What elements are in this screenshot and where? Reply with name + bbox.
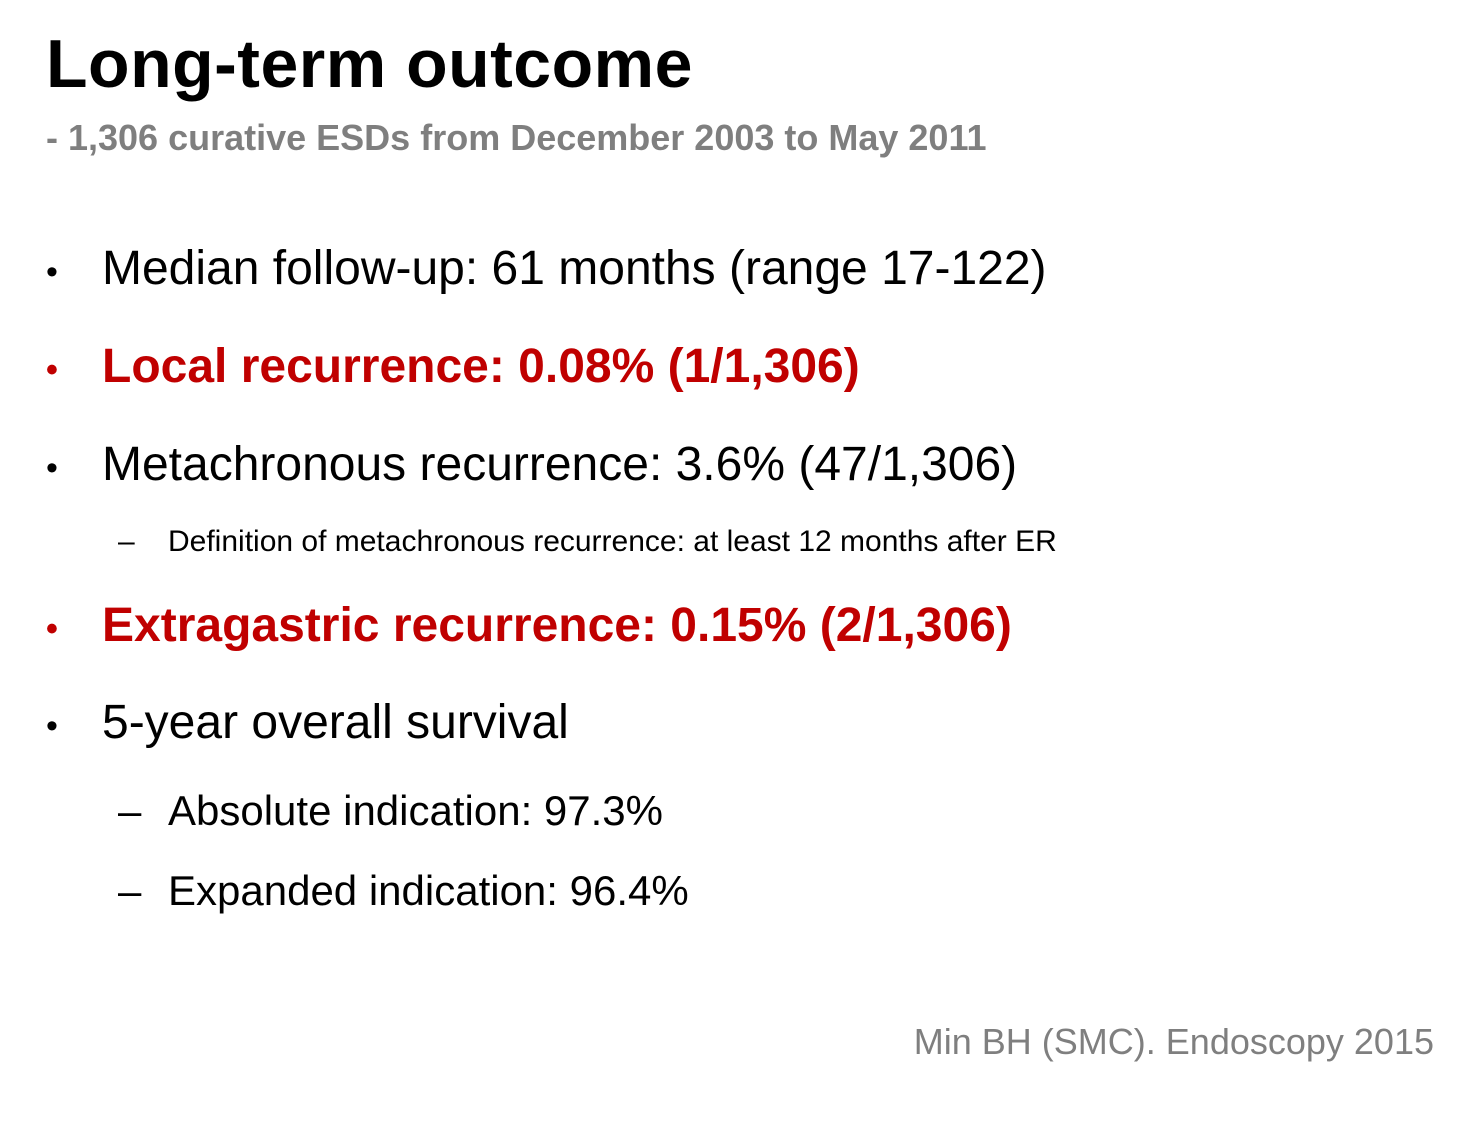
sub-bullet-marker: – — [118, 525, 135, 558]
bullet-marker: • — [46, 351, 58, 389]
sub-bullet-marker: – — [118, 867, 142, 914]
sub-bullet-text-expanded-indication: Expanded indication: 96.4% — [168, 867, 689, 914]
sub-bullet-text-definition: Definition of metachronous recurrence: a… — [168, 525, 1057, 558]
bullet-marker: • — [46, 449, 58, 487]
bullet-marker: • — [46, 253, 58, 291]
bullet-marker: • — [46, 610, 58, 648]
bullet-text-overall-survival: 5-year overall survival — [102, 696, 569, 749]
slide-subtitle: - 1,306 curative ESDs from December 2003… — [46, 117, 987, 158]
bullet-text-metachronous-recurrence: Metachronous recurrence: 3.6% (47/1,306) — [102, 438, 1018, 491]
bullet-text-median-follow-up: Median follow-up: 61 months (range 17-12… — [102, 242, 1047, 295]
bullet-text-local-recurrence: Local recurrence: 0.08% (1/1,306) — [102, 340, 860, 393]
sub-bullet-marker: – — [118, 787, 142, 834]
bullet-marker: • — [46, 707, 58, 745]
sub-bullet-text-absolute-indication: Absolute indication: 97.3% — [168, 787, 663, 834]
slide-title: Long-term outcome — [46, 26, 693, 102]
bullet-text-extragastric-recurrence: Extragastric recurrence: 0.15% (2/1,306) — [102, 599, 1012, 652]
citation: Min BH (SMC). Endoscopy 2015 — [913, 1021, 1434, 1062]
